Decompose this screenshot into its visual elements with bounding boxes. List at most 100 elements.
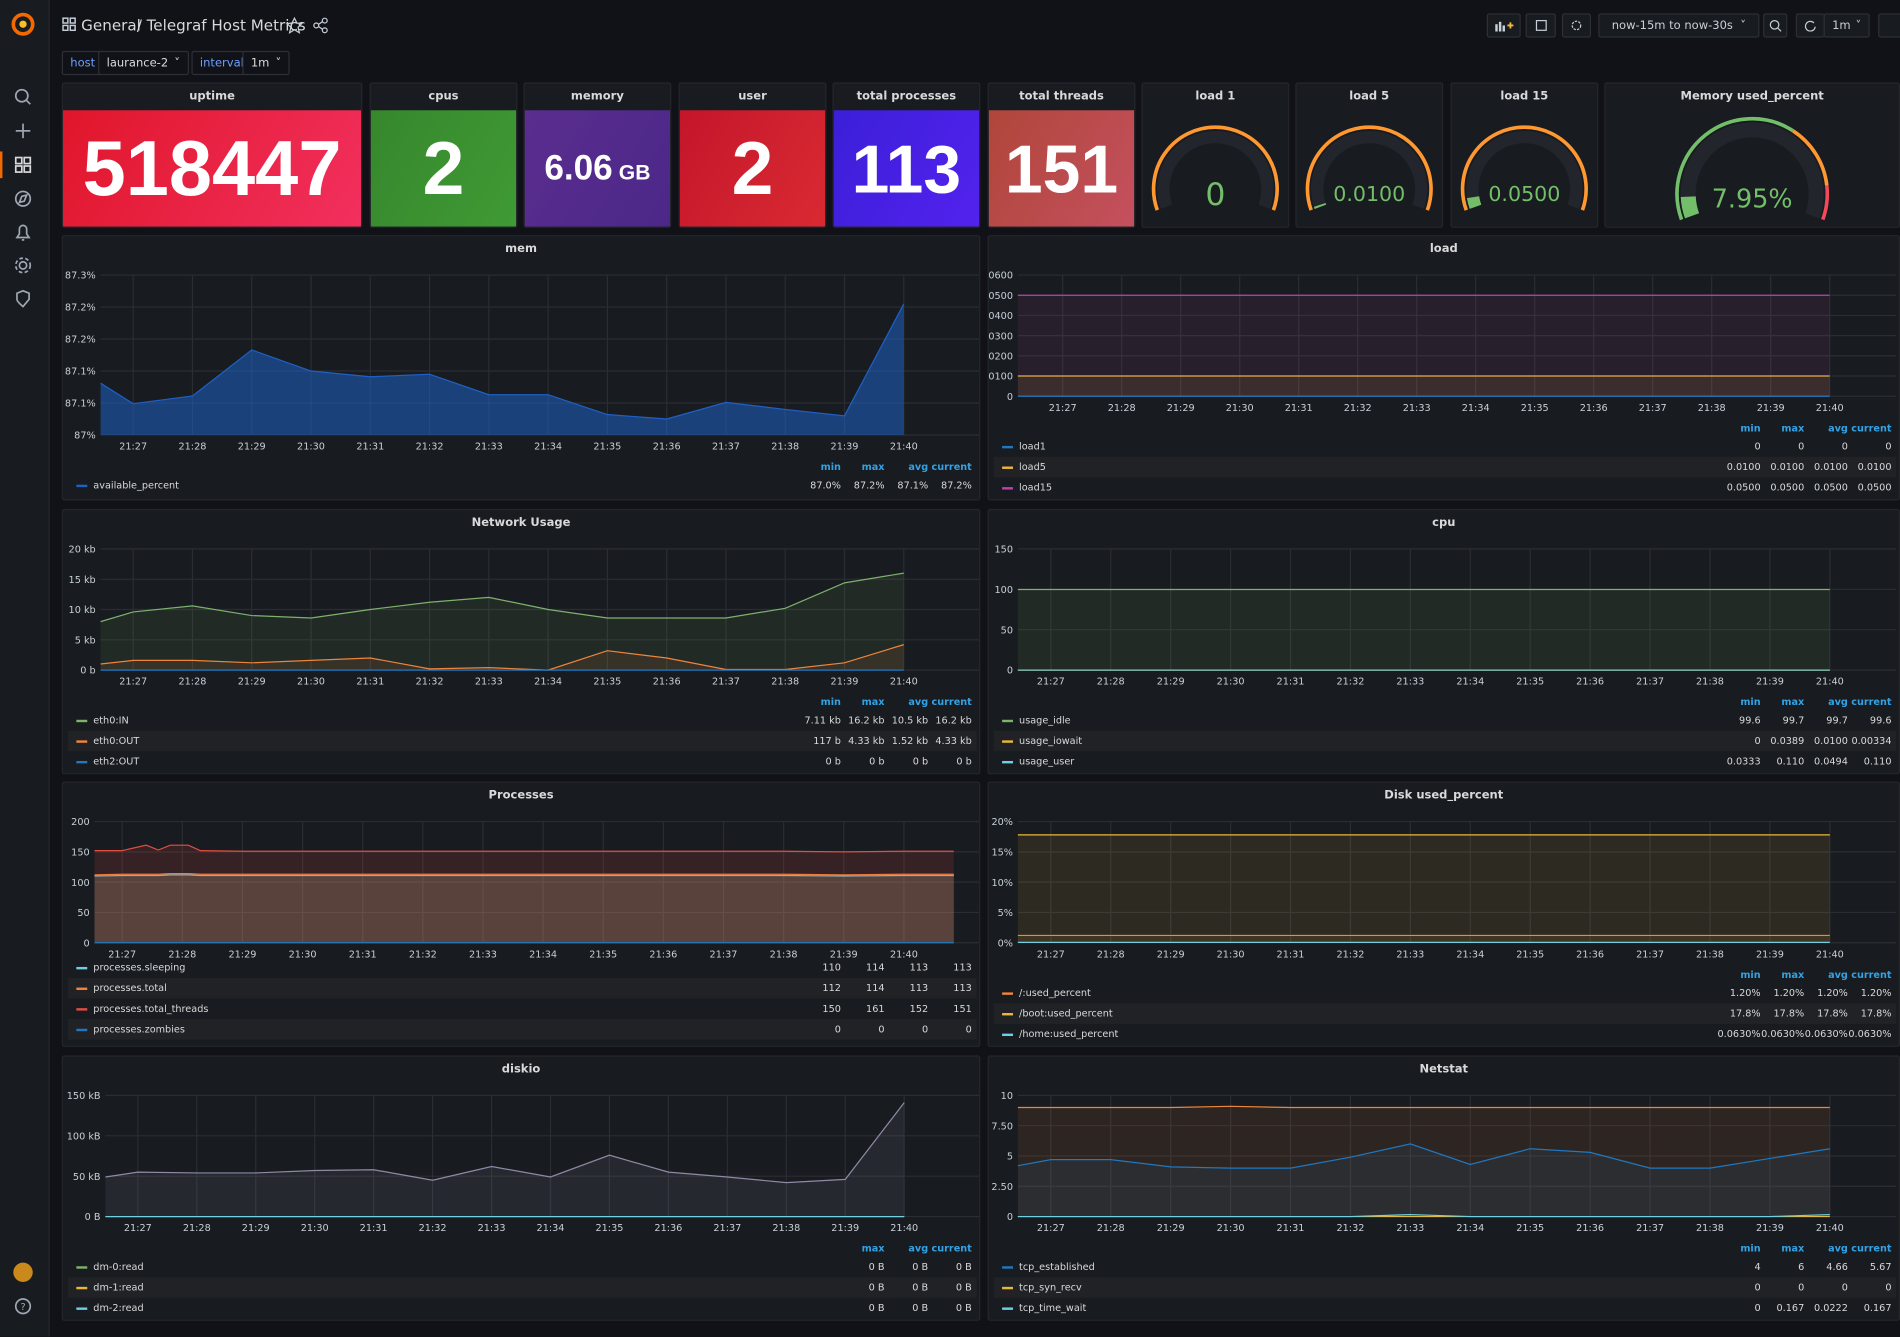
gauge-panel: Memory used_percent 7.95% <box>1604 82 1900 228</box>
legend: min max avg current eth0:IN 7.11 kb 16.2 kb 10.… <box>67 697 977 768</box>
legend-value: 0 <box>1842 1282 1848 1293</box>
legend-value: 7.11 kb <box>805 715 841 726</box>
y-tick-label: 87.1% <box>65 367 96 378</box>
x-tick-label: 21:34 <box>1456 949 1484 960</box>
x-tick-label: 21:31 <box>1277 1223 1305 1234</box>
variable-select[interactable]: 1m ˅ <box>242 50 290 76</box>
y-tick-label: 50 <box>1001 625 1013 636</box>
dashboard-title[interactable]: Telegraf Host Metrics <box>146 15 306 34</box>
legend-header: min <box>1740 697 1760 708</box>
legend-value: 1.20% <box>1817 988 1848 999</box>
y-tick-label: 20% <box>991 817 1013 828</box>
x-tick-label: 21:40 <box>890 1223 918 1234</box>
gauge-track <box>1311 130 1428 209</box>
legend-value: 1.20% <box>1861 988 1892 999</box>
x-tick-label: 21:34 <box>1456 1223 1484 1234</box>
legend: processes.sleeping 110 114 113 113 processes.… <box>67 963 977 1040</box>
legend-name: available_percent <box>93 480 179 491</box>
graph-panel: mem 87% 87.1% 87.1% 87.2% 87.2% 87.3% 21:27 21:2… <box>61 235 981 501</box>
zoom-out-button[interactable] <box>1763 13 1788 38</box>
graph-panel: Netstat 0 2.50 5 7.50 10 21:27 21:28 21:29 21:30 2… <box>987 1055 1900 1321</box>
legend-value: 10.5 kb <box>892 715 928 726</box>
shield-icon[interactable] <box>16 289 30 308</box>
help-icon[interactable] <box>14 1298 32 1315</box>
x-tick-label: 21:29 <box>228 949 256 960</box>
legend-header: avg <box>1828 423 1848 434</box>
legend-value: 1.20% <box>1730 988 1761 999</box>
graph-panel: Disk used_percent 0% 5% 10% 15% 20% 21:27 21:28… <box>987 781 1900 1047</box>
settings-button[interactable] <box>1561 13 1592 38</box>
y-tick-label: 50 kB <box>73 1172 101 1183</box>
add-panel-button[interactable] <box>1486 13 1521 38</box>
legend: min max avg current /:used_percent 1.20% 1.20%… <box>993 970 1897 1040</box>
grafana-logo[interactable] <box>11 12 35 36</box>
panel-title: Processes <box>488 788 554 803</box>
legend-name: tcp_established <box>1019 1262 1095 1273</box>
user-avatar[interactable] <box>13 1262 33 1283</box>
legend-header: avg <box>1828 697 1848 708</box>
dashboards-icon[interactable] <box>14 156 32 173</box>
refresh-button[interactable] <box>1795 13 1825 38</box>
variable-select[interactable]: laurance-2 ˅ <box>98 50 189 76</box>
x-tick-label: 21:36 <box>653 442 681 453</box>
create-icon[interactable] <box>15 123 31 139</box>
legend-value: 4 <box>1754 1262 1760 1273</box>
star-icon[interactable] <box>285 16 304 34</box>
stat-value-box: 2 <box>679 110 826 227</box>
legend-value: 151 <box>953 1004 972 1015</box>
legend-value: 0.0333 <box>1727 757 1761 768</box>
y-tick-label: 2.50 <box>991 1182 1013 1193</box>
explore-icon[interactable] <box>14 190 32 207</box>
search-icon[interactable] <box>14 88 31 105</box>
share-icon[interactable] <box>313 17 328 34</box>
refresh-interval[interactable]: 1m ˅ <box>1823 13 1870 38</box>
gauge-value-arc <box>1466 196 1482 209</box>
x-tick-label: 21:37 <box>710 949 738 960</box>
gauge-value: 0.0500 <box>1488 182 1560 206</box>
variable-chevron: ˅ <box>174 56 180 70</box>
x-tick-label: 21:35 <box>1521 403 1549 414</box>
legend-value: 87.2% <box>854 480 885 491</box>
y-tick-label: 0 b <box>80 666 95 677</box>
time-picker[interactable]: now-15m to now-30s ˅ <box>1598 13 1760 38</box>
breadcrumb-folder[interactable]: General <box>81 15 141 34</box>
y-tick-label: 0.0500 <box>989 291 1013 302</box>
x-tick-label: 21:39 <box>831 1223 859 1234</box>
x-tick-label: 21:38 <box>772 1223 800 1234</box>
x-tick-label: 21:40 <box>1816 403 1844 414</box>
panel-title: Netstat <box>1419 1062 1469 1077</box>
legend-value: 0.0630% <box>1805 1029 1848 1040</box>
panel-title: load 15 <box>1500 89 1549 103</box>
legend-swatch <box>1002 487 1014 490</box>
stat-value: 2 <box>422 126 465 211</box>
panel-title: uptime <box>189 89 235 103</box>
legend-swatch <box>76 1266 88 1269</box>
x-tick-label: 21:32 <box>409 949 437 960</box>
legend-value: 114 <box>866 963 885 974</box>
save-button[interactable] <box>1525 13 1556 38</box>
legend-value: 4.33 kb <box>848 736 884 747</box>
legend: min max avg current usage_idle 99.6 99.7 99.7 99… <box>993 697 1897 768</box>
tv-mode-button[interactable] <box>1878 13 1900 38</box>
legend-value: 0 b <box>913 757 928 768</box>
threshold-arc <box>1792 129 1829 186</box>
x-tick-label: 21:38 <box>1696 949 1724 960</box>
x-tick-label: 21:33 <box>478 1223 506 1234</box>
gauge-value: 0.0100 <box>1333 182 1405 206</box>
legend-name: /home:used_percent <box>1019 1029 1118 1040</box>
config-icon[interactable] <box>14 257 32 274</box>
legend-name: processes.zombies <box>93 1024 185 1035</box>
graph: 87% 87.1% 87.1% 87.2% 87.2% 87.3% 21:27 21:28 21… <box>65 271 980 491</box>
x-tick-label: 21:39 <box>1756 1223 1784 1234</box>
legend-swatch <box>76 760 88 764</box>
legend-value: 0.0100 <box>1727 462 1761 473</box>
x-tick-label: 21:32 <box>1336 949 1364 960</box>
legend-header: current <box>932 1244 973 1255</box>
alerting-icon[interactable] <box>15 224 31 241</box>
legend-header: max <box>1781 423 1805 434</box>
stat-value-box: 2 <box>370 110 517 227</box>
legend-value: 0.110 <box>1777 757 1805 768</box>
legend-value: 0 b <box>956 757 971 768</box>
y-tick-label: 87% <box>74 431 96 442</box>
stat-value-box: 151 <box>988 110 1135 227</box>
